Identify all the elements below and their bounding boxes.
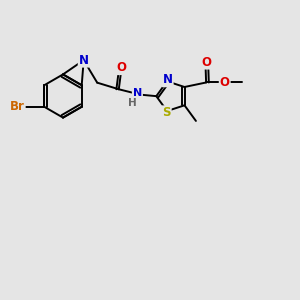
Text: N: N <box>163 73 173 86</box>
Text: O: O <box>117 61 127 74</box>
Text: O: O <box>220 76 230 89</box>
Text: N: N <box>79 54 89 67</box>
Text: O: O <box>201 56 211 69</box>
Text: H: H <box>128 98 136 108</box>
Text: N: N <box>133 88 142 98</box>
Text: Br: Br <box>10 100 25 113</box>
Text: S: S <box>162 106 171 119</box>
